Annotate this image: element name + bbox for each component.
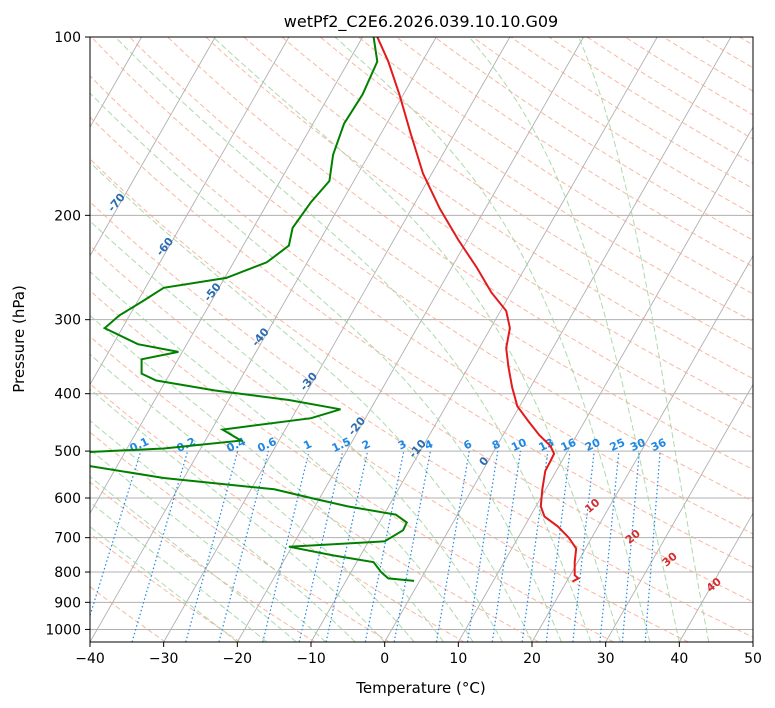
x-tick-label: −30 <box>149 651 179 667</box>
y-tick-label: 600 <box>54 491 81 507</box>
mixing-ratio-label: 36 <box>649 436 669 454</box>
moist-adiabat-line <box>90 419 356 642</box>
mixing-ratio-line <box>131 450 189 642</box>
y-tick-label: 800 <box>54 565 81 581</box>
dry-adiabat-line <box>90 532 241 642</box>
isotherm-line <box>678 512 753 642</box>
dry-adiabat-line <box>90 201 753 638</box>
dewpoint-line <box>90 37 415 582</box>
mixing-ratio-line <box>185 450 239 642</box>
dry-adiabat-line <box>205 37 753 409</box>
mixing-ratio-line <box>491 451 522 642</box>
y-tick-label: 100 <box>54 30 81 46</box>
dry-adiabat-line <box>91 37 753 502</box>
y-tick-label: 300 <box>54 313 81 329</box>
temperature-line <box>376 37 581 583</box>
mixing-ratio-label: 20 <box>583 436 603 454</box>
dry-adiabat-line <box>243 37 753 380</box>
dry-adiabat-line <box>90 431 390 642</box>
isotherm-line <box>605 383 753 642</box>
x-axis-label: Temperature (°C) <box>355 679 485 697</box>
mixing-ratio-line <box>298 450 344 642</box>
y-tick-label: 700 <box>54 531 81 547</box>
dry-adiabat-line <box>90 158 753 603</box>
isotherm-line <box>90 37 290 386</box>
moist-adiabat-line <box>212 37 621 642</box>
mixing-ratio-label: 30 <box>628 436 648 454</box>
mixing-ratio-line <box>325 450 369 642</box>
moist-adiabat-line <box>90 448 327 642</box>
isotherm-line <box>90 37 216 257</box>
y-axis-label: Pressure (hPa) <box>10 285 28 393</box>
dry-adiabat-line <box>129 37 753 471</box>
isotherm-line <box>163 37 511 642</box>
moist-adiabat-line <box>90 270 474 642</box>
mixing-ratio-line <box>435 451 470 642</box>
x-tick-label: 10 <box>449 651 467 667</box>
x-tick-label: −10 <box>296 651 326 667</box>
dry-adiabat-line <box>90 75 753 535</box>
y-tick-label: 1000 <box>45 622 81 638</box>
isotherm-line <box>90 37 363 515</box>
moist-adiabat-line <box>578 37 710 642</box>
mixing-ratio-line <box>218 450 270 642</box>
dry-adiabat-line <box>90 116 753 568</box>
dry-adiabat-line <box>472 37 753 215</box>
moist-adiabat-line <box>90 475 297 642</box>
isotherm-line <box>90 37 437 642</box>
dry-adiabat-line <box>510 37 753 190</box>
mixing-ratio-line <box>466 451 499 642</box>
x-tick-label: 40 <box>670 651 688 667</box>
moist-adiabat-line <box>90 314 444 642</box>
dry-adiabat-line <box>90 481 315 642</box>
chart-title: wetPf2_C2E6.2026.039.10.10.G09 <box>284 12 558 32</box>
background-lines <box>90 37 753 642</box>
x-tick-label: 20 <box>523 651 541 667</box>
isotherm-line <box>457 126 753 642</box>
mixing-ratio-line <box>262 450 310 642</box>
mixing-ratio-line <box>572 451 595 642</box>
dry-adiabat-line <box>357 37 753 295</box>
moist-adiabat-line <box>90 525 238 642</box>
series-lines <box>90 37 581 583</box>
moist-adiabat-line <box>90 353 415 642</box>
dry-adiabat-line <box>167 37 753 440</box>
moist-adiabat-line <box>468 37 680 642</box>
isotherm-line <box>531 254 753 642</box>
moist-adiabat-line <box>90 220 503 642</box>
moist-adiabat-line <box>90 92 562 642</box>
dry-adiabat-line <box>90 335 540 642</box>
y-tick-label: 500 <box>54 444 81 460</box>
mixing-ratio-label: 10 <box>509 436 529 454</box>
x-axis-ticks: −40 −30 −20 −10 0 10 20 30 40 50 <box>75 642 762 667</box>
moist-adiabat-line <box>90 501 268 642</box>
x-tick-label: −40 <box>75 651 105 667</box>
isotherm-line <box>236 37 584 642</box>
mixing-ratio-line <box>545 451 571 642</box>
y-axis-ticks: 100 200 300 400 500 600 700 800 900 1000 <box>45 30 90 638</box>
isotherm-line <box>384 37 732 642</box>
mixing-ratio-line <box>364 450 405 642</box>
isotherm-line <box>310 37 658 642</box>
dry-adiabat-line <box>90 383 465 642</box>
x-tick-label: 0 <box>380 651 389 667</box>
mixing-ratio-line <box>393 450 431 642</box>
dry-adiabat-line <box>281 37 753 351</box>
y-tick-label: 400 <box>54 387 81 403</box>
mixing-ratio-line <box>90 450 142 618</box>
moist-adiabat-line <box>90 161 533 642</box>
y-tick-label: 900 <box>54 595 81 611</box>
mixing-ratio-label: 16 <box>559 436 579 454</box>
x-tick-label: −20 <box>223 651 253 667</box>
x-tick-label: 50 <box>744 651 762 667</box>
x-tick-label: 30 <box>597 651 615 667</box>
moist-adiabat-line <box>90 388 386 642</box>
y-tick-label: 200 <box>54 208 81 224</box>
mixing-ratio-label: 25 <box>608 436 627 454</box>
dry-adiabat-line <box>586 37 753 140</box>
moist-adiabat-line <box>334 37 651 642</box>
plot-frame <box>89 36 754 643</box>
